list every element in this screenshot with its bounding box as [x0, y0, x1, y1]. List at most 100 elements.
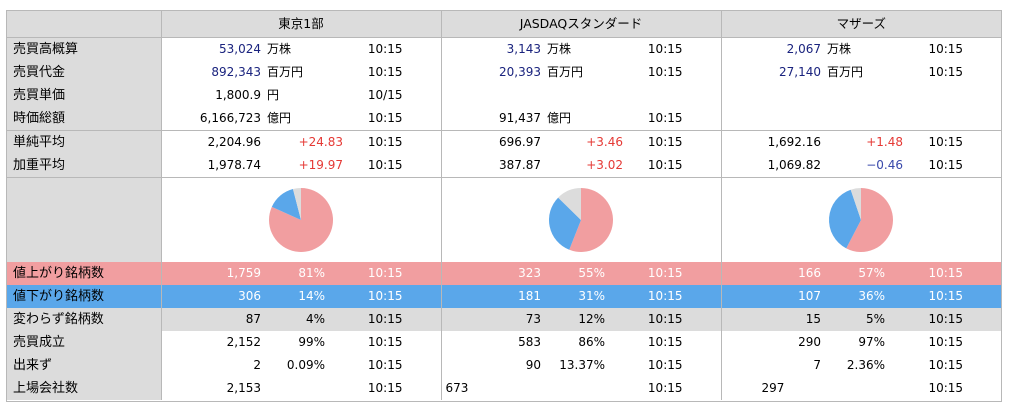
percent: 31% — [541, 285, 631, 308]
market-cap-jasdaq: 91,437 — [440, 107, 541, 131]
column-header-jasdaq: JASDAQスタンダード — [440, 11, 722, 38]
change-value: +19.97 — [298, 158, 343, 172]
percent: 99% — [298, 335, 325, 349]
percent: 12% — [541, 308, 631, 331]
percent: 14% — [261, 285, 351, 308]
breadth-pie-chart-mothers — [829, 188, 894, 252]
row-label: 単純平均 — [7, 130, 161, 154]
unit: 円 — [267, 88, 280, 102]
row-traded: 売買成立 2,152 99% 10:15 583 86% 10:15 290 9… — [7, 331, 1001, 354]
time: 10:15 — [351, 308, 441, 331]
time: 10:15 — [647, 42, 683, 56]
row-decliners: 値下がり銘柄数 306 14% 10:15 181 31% 10:15 107 … — [7, 285, 1002, 308]
time: 10:15 — [647, 381, 683, 395]
time: 10:15 — [647, 65, 683, 79]
time: 10:15 — [367, 158, 403, 172]
volume-jasdaq: 3,143 — [440, 37, 541, 61]
row-label: 売買単価 — [7, 84, 161, 107]
change-value: −0.46 — [866, 158, 904, 172]
row-label: 時価総額 — [7, 107, 161, 131]
pie-slice-up — [569, 188, 613, 252]
row-label: 上場会社数 — [7, 377, 161, 400]
header-row: 東京1部 JASDAQスタンダード マザーズ — [7, 11, 1002, 38]
percent: 55% — [541, 262, 631, 285]
row-label: 変わらず銘柄数 — [7, 308, 161, 331]
simple-avg-mothers: 1,692.16 — [720, 130, 822, 154]
change-value: +1.48 — [821, 130, 912, 154]
breadth-pie-chart-tse1 — [269, 188, 333, 252]
percent: 13.37% — [559, 358, 605, 372]
header-corner — [7, 11, 161, 38]
row-label-blank — [7, 177, 161, 262]
percent: 57% — [821, 262, 912, 285]
pie-cell-mothers — [720, 177, 1002, 262]
time: 10:15 — [911, 262, 1002, 285]
time: 10:15 — [647, 335, 683, 349]
count: 90 — [440, 354, 541, 377]
change-value: +24.83 — [261, 130, 351, 154]
count: 73 — [440, 308, 541, 331]
row-unit-price: 売買単価 1,800.9 円 10/15 — [7, 84, 1001, 107]
row-volume: 売買高概算 53,024 万株 10:15 3,143 万株 10:15 2,0… — [7, 37, 1001, 61]
simple-avg-tse1: 2,204.96 — [160, 130, 261, 154]
percent: 4% — [261, 308, 351, 331]
time: 10:15 — [631, 130, 722, 154]
time: 10:15 — [911, 130, 1002, 154]
time: 10:15 — [351, 262, 441, 285]
unit: 億円 — [267, 111, 292, 125]
row-label: 値上がり銘柄数 — [7, 262, 161, 285]
row-label: 売買高概算 — [7, 37, 161, 61]
count: 1,759 — [160, 262, 261, 285]
time: 10:15 — [367, 42, 403, 56]
time: 10:15 — [928, 358, 964, 372]
weighted-avg-tse1: 1,978.74 — [160, 154, 261, 178]
time: 10:15 — [351, 285, 441, 308]
weighted-avg-mothers: 1,069.82 — [720, 154, 822, 178]
time: 10:15 — [631, 285, 722, 308]
time: 10:15 — [928, 42, 964, 56]
count: 673 — [440, 377, 541, 400]
row-label: 売買代金 — [7, 61, 161, 84]
row-simple-average: 単純平均 2,204.96 +24.83 10:15 696.97 +3.46 … — [7, 130, 1002, 154]
time: 10/15 — [367, 88, 403, 102]
market-cap-tse1: 6,166,723 — [160, 107, 261, 131]
row-untraded: 出来ず 2 0.09% 10:15 90 13.37% 10:15 7 2.36… — [7, 354, 1001, 377]
pie-slice-flat — [850, 188, 862, 220]
time: 10:15 — [928, 335, 964, 349]
time: 10:15 — [367, 381, 403, 395]
market-summary-table: 東京1部 JASDAQスタンダード マザーズ 売買高概算 53,024 万株 1… — [6, 10, 1002, 402]
value-jasdaq: 20,393 — [440, 61, 541, 84]
unit: 万株 — [267, 42, 292, 56]
volume-tse1: 53,024 — [160, 37, 261, 61]
count: 297 — [720, 377, 822, 400]
time: 10:15 — [647, 358, 683, 372]
row-label: 出来ず — [7, 354, 161, 377]
row-unchanged: 変わらず銘柄数 87 4% 10:15 73 12% 10:15 15 5% 1… — [7, 308, 1002, 331]
percent: 2.36% — [846, 358, 886, 372]
row-listed-companies: 上場会社数 2,153 10:15 673 10:15 297 10:15 — [7, 377, 1001, 400]
time: 10:15 — [647, 111, 683, 125]
time: 10:15 — [367, 335, 403, 349]
pie-cell-tse1 — [160, 177, 441, 262]
unit: 百万円 — [547, 65, 584, 79]
count: 2,152 — [160, 331, 261, 354]
pie-slice-flat — [292, 188, 301, 220]
time: 10:15 — [367, 358, 403, 372]
pie-slice-down — [271, 189, 301, 220]
value-tse1: 892,343 — [160, 61, 261, 84]
row-breadth-pies — [7, 177, 1002, 262]
unit: 万株 — [827, 42, 852, 56]
percent: 36% — [821, 285, 912, 308]
column-header-mothers: マザーズ — [720, 11, 1002, 38]
count: 87 — [160, 308, 261, 331]
time: 10:15 — [647, 158, 683, 172]
row-label: 加重平均 — [7, 154, 161, 178]
time: 10:15 — [928, 381, 964, 395]
column-header-tse1: 東京1部 — [160, 11, 441, 38]
change-value: +3.46 — [541, 130, 631, 154]
time: 10:15 — [928, 65, 964, 79]
weighted-avg-jasdaq: 387.87 — [440, 154, 541, 178]
percent: 81% — [261, 262, 351, 285]
pie-slice-up — [846, 188, 894, 252]
time: 10:15 — [631, 262, 722, 285]
